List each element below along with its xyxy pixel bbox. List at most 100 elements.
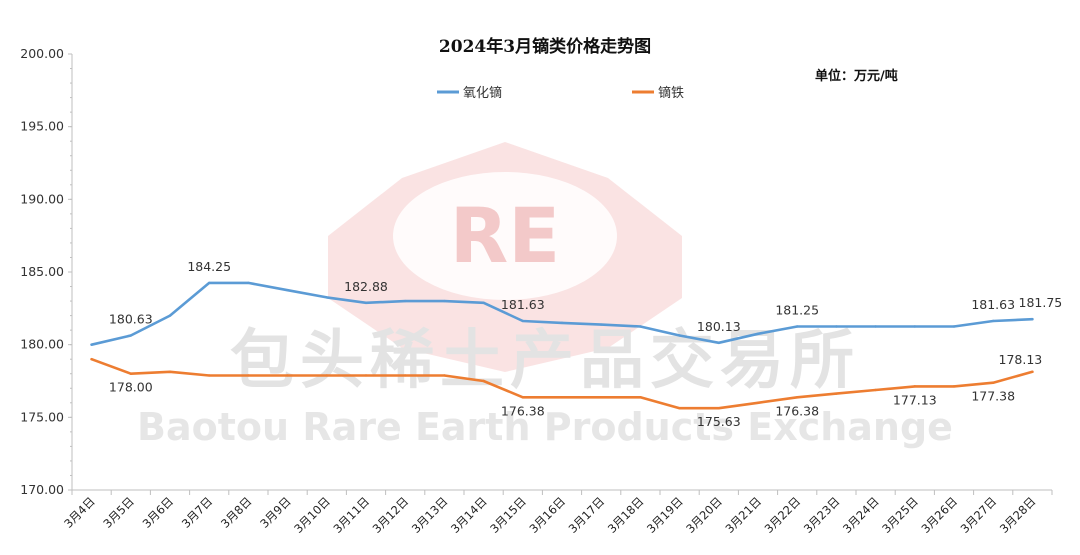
- x-tick-label: 3月27日: [958, 494, 1000, 536]
- x-tick-label: 3月10日: [291, 494, 333, 536]
- x-tick-label: 3月16日: [526, 494, 568, 536]
- data-labels: 180.63 184.25 182.88 181.63 180.13 181.25 181.…: [109, 259, 1062, 429]
- x-tick-label: 3月13日: [409, 494, 451, 536]
- data-point: [521, 319, 524, 323]
- x-tick-label: 3月23日: [801, 494, 843, 536]
- data-point: [325, 374, 328, 377]
- data-point: [678, 406, 681, 410]
- legend: 氧化镝 镝铁: [437, 85, 684, 101]
- data-point: [443, 299, 446, 303]
- data-point: [717, 341, 720, 344]
- data-point: [208, 281, 211, 285]
- data-point: [168, 314, 172, 317]
- data-point: [129, 334, 132, 337]
- data-point: [756, 401, 760, 404]
- data-label: 181.25: [775, 303, 819, 318]
- x-tick-label: 3月8日: [218, 494, 255, 531]
- y-tick-label: 170.00: [20, 482, 64, 497]
- x-axis-ticks: 3月4日 3月5日 3月6日 3月7日 3月8日 3月9日3月10日3月11日3月12日3…: [61, 490, 1053, 536]
- data-point: [90, 358, 93, 361]
- data-point: [952, 325, 956, 328]
- y-tick-label: 175.00: [20, 409, 64, 424]
- x-tick-label: 3月11日: [330, 494, 372, 536]
- watermark: RE 包头稀土产品交易所 Baotou Rare Earth Products …: [137, 142, 953, 449]
- data-point: [521, 396, 524, 399]
- x-tick-label: 3月9日: [257, 494, 294, 531]
- x-tick-label: 3月24日: [840, 494, 882, 536]
- data-point: [756, 332, 760, 335]
- data-label: 181.75: [1019, 295, 1063, 310]
- x-tick-label: 3月4日: [61, 494, 98, 531]
- data-point: [639, 396, 642, 399]
- watermark-logo-ring: [393, 172, 617, 300]
- data-point: [208, 374, 211, 377]
- data-point: [600, 323, 603, 326]
- data-point: [482, 301, 485, 305]
- data-point: [835, 392, 838, 395]
- data-label: 180.63: [109, 312, 153, 327]
- y-axis-ticks: 170.00 175.00 180.00 185.00 190.00 195.00 200.…: [20, 46, 72, 497]
- data-point: [600, 396, 603, 399]
- data-point: [952, 385, 956, 388]
- x-tick-label: 3月20日: [683, 494, 725, 536]
- x-tick-label: 3月22日: [762, 494, 804, 536]
- x-tick-label: 3月15日: [487, 494, 529, 536]
- data-point: [286, 374, 289, 377]
- data-point: [90, 343, 93, 346]
- data-point: [1031, 370, 1034, 374]
- data-label: 177.13: [893, 392, 937, 407]
- data-point: [286, 288, 289, 292]
- chart-title: 2024年3月镝类价格走势图: [439, 36, 651, 57]
- x-tick-label: 3月18日: [605, 494, 647, 536]
- data-label: 181.63: [501, 297, 545, 312]
- data-label: 182.88: [344, 279, 388, 294]
- data-point: [247, 281, 250, 285]
- data-label: 181.63: [971, 297, 1015, 312]
- data-point: [874, 388, 877, 392]
- x-tick-label: 3月6日: [140, 494, 177, 531]
- series-layer: [90, 281, 1034, 410]
- data-point: [639, 325, 642, 328]
- data-point: [874, 325, 877, 328]
- data-point: [325, 296, 328, 299]
- y-tick-label: 185.00: [20, 264, 64, 279]
- x-tick-label: 3月26日: [918, 494, 960, 536]
- y-tick-label: 200.00: [20, 46, 64, 61]
- data-label: 178.13: [999, 352, 1043, 367]
- x-tick-label: 3月25日: [879, 494, 921, 536]
- data-label: 180.13: [697, 319, 741, 334]
- data-point: [404, 374, 407, 377]
- data-point: [1031, 318, 1034, 321]
- data-label: 175.63: [697, 414, 741, 429]
- data-point: [482, 379, 485, 383]
- data-point: [992, 319, 995, 323]
- x-tick-label: 3月14日: [448, 494, 490, 536]
- data-point: [992, 381, 995, 384]
- data-point: [364, 301, 368, 305]
- data-point: [443, 374, 446, 377]
- x-tick-label: 3月19日: [644, 494, 686, 536]
- data-label: 177.38: [971, 389, 1015, 404]
- legend-entry: 镝铁: [658, 85, 684, 101]
- data-label: 178.00: [109, 380, 153, 395]
- y-tick-label: 190.00: [20, 191, 64, 206]
- data-point: [560, 396, 564, 399]
- x-tick-label: 3月28日: [997, 494, 1039, 536]
- data-label: 184.25: [187, 259, 231, 274]
- data-point: [364, 374, 368, 377]
- watermark-en-text: Baotou Rare Earth Products Exchange: [137, 405, 953, 449]
- data-label: 176.38: [775, 403, 819, 418]
- x-tick-label: 3月12日: [370, 494, 412, 536]
- data-point: [796, 396, 799, 399]
- x-tick-label: 3月17日: [566, 494, 608, 536]
- x-tick-label: 3月5日: [100, 494, 137, 531]
- x-tick-label: 3月21日: [722, 494, 764, 536]
- data-point: [404, 299, 407, 303]
- y-tick-label: 180.00: [20, 337, 64, 352]
- watermark-logo-text: RE: [450, 191, 560, 280]
- data-point: [835, 325, 838, 328]
- data-point: [678, 334, 681, 337]
- data-point: [717, 406, 720, 410]
- data-point: [913, 325, 916, 328]
